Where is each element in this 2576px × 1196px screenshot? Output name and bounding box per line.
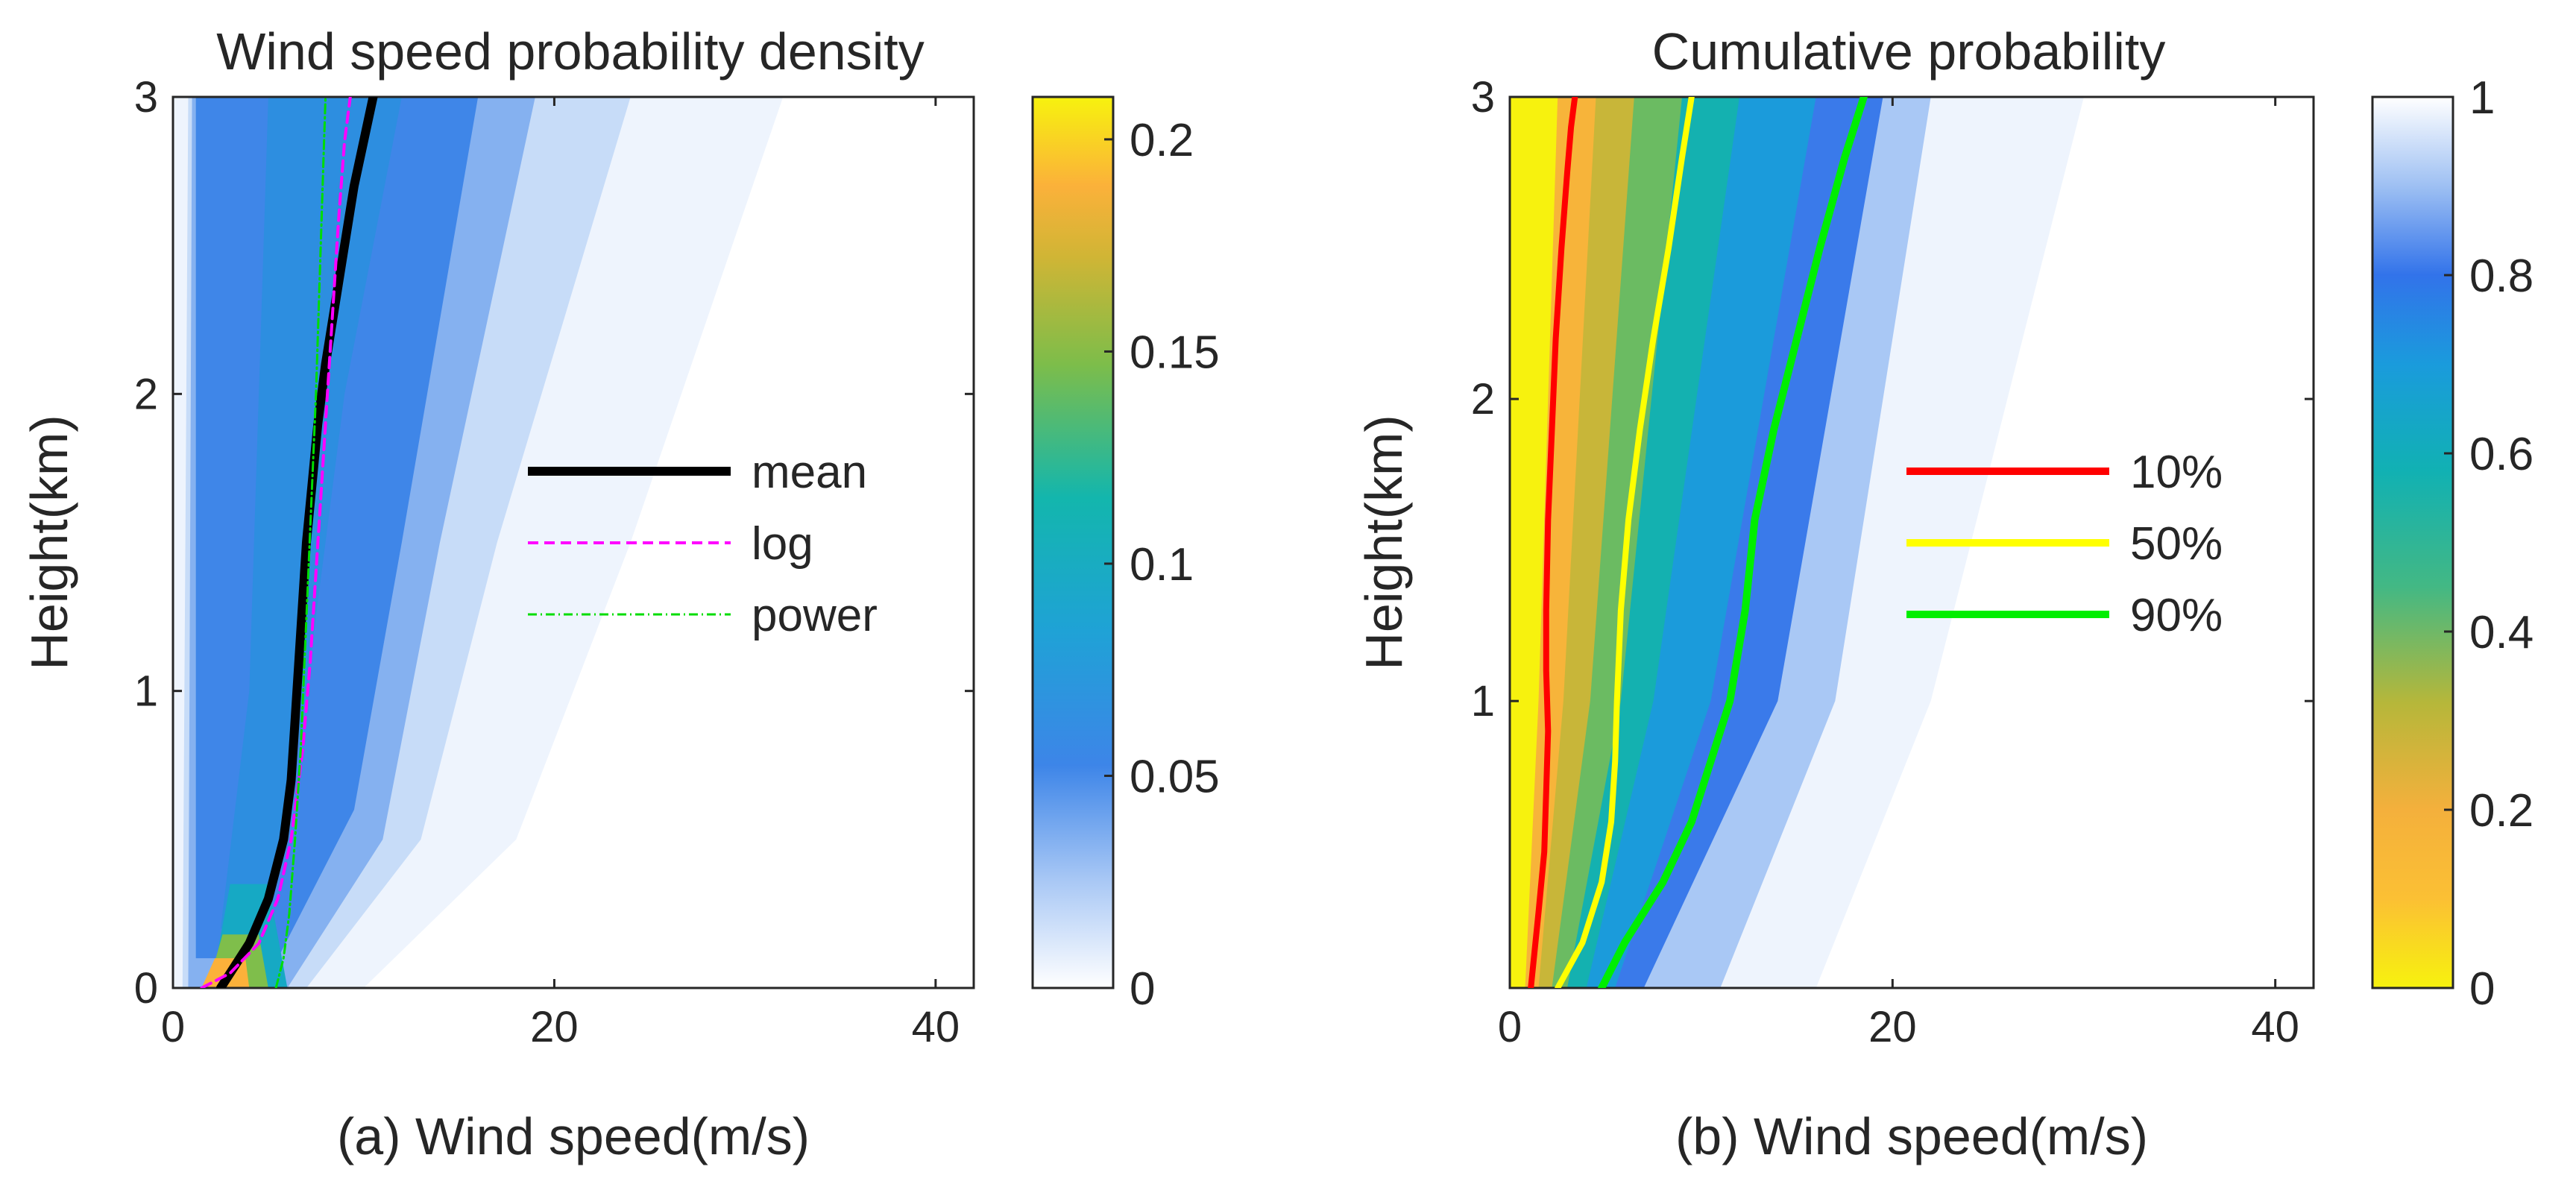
colorbar-tick-label: 1 <box>2469 72 2495 124</box>
colorbar <box>1031 95 1115 989</box>
colorbar-tick-label: 0.2 <box>2469 785 2534 837</box>
x-axis-label: (b) Wind speed(m/s) <box>1675 1107 2148 1165</box>
x-tick-label: 0 <box>1498 1003 1522 1051</box>
legend-label: mean <box>752 447 867 498</box>
legend-label: 90% <box>2130 590 2223 641</box>
colorbar-tick-label: 0 <box>1130 963 1155 1015</box>
x-axis-label: (a) Wind speed(m/s) <box>337 1107 810 1165</box>
colorbar-tick-label: 0.05 <box>1130 751 1220 802</box>
y-tick-label: 1 <box>1471 677 1495 726</box>
y-tick-label: 0 <box>134 964 158 1013</box>
plot-frame <box>171 95 975 989</box>
series-line-mean <box>215 97 378 988</box>
y-axis-label: Height(km) <box>20 415 78 670</box>
y-axis-label: Height(km) <box>1355 415 1413 670</box>
series-line-50pct <box>1555 97 1695 988</box>
legend-label: 10% <box>2130 447 2223 498</box>
x-tick-label: 40 <box>2251 1003 2299 1051</box>
legend-label: power <box>752 590 878 641</box>
colorbar-tick-label: 0 <box>2469 963 2495 1015</box>
legend-label: log <box>752 518 813 570</box>
legend: 10% 50% 90% <box>1906 447 2223 641</box>
y-tick-label: 2 <box>1471 375 1495 424</box>
colorbar-tick-label: 0.6 <box>2469 429 2534 480</box>
series-line-power <box>274 97 327 988</box>
x-tick-label: 40 <box>912 1003 960 1051</box>
panel-b: 0 20 40 1 2 3 Cumulative probability (b) Wind s… <box>1355 22 2534 1165</box>
chart-title: Wind speed probability density <box>216 22 924 81</box>
colorbar-tick-label: 0.15 <box>1130 327 1220 378</box>
colorbar <box>2371 95 2454 989</box>
heatmap-field <box>173 97 974 988</box>
legend-label: 50% <box>2130 518 2223 570</box>
chart-title: Cumulative probability <box>1652 22 2166 81</box>
legend: mean log power <box>528 447 878 641</box>
colorbar-tick-label: 0.1 <box>1130 539 1194 591</box>
panel-a: 0 20 40 0 1 2 3 Wind speed probability density (… <box>20 22 1220 1165</box>
x-tick-label: 0 <box>161 1003 185 1051</box>
series-line-log <box>200 97 352 988</box>
series-line-10pct <box>1528 97 1578 988</box>
y-tick-label: 2 <box>134 370 158 418</box>
colorbar-tick-label: 0.2 <box>1130 115 1194 166</box>
plot-frame <box>1508 95 2315 989</box>
x-tick-label: 20 <box>530 1003 579 1051</box>
y-tick-label: 3 <box>1471 73 1495 122</box>
series-line-90pct <box>1598 97 1868 988</box>
colorbar-tick-label: 0.4 <box>2469 607 2534 658</box>
heatmap-band <box>1510 97 1558 988</box>
y-tick-label: 3 <box>134 73 158 122</box>
x-tick-label: 20 <box>1868 1003 1917 1051</box>
colorbar-tick-label: 0.8 <box>2469 251 2534 302</box>
y-tick-label: 1 <box>134 667 158 716</box>
